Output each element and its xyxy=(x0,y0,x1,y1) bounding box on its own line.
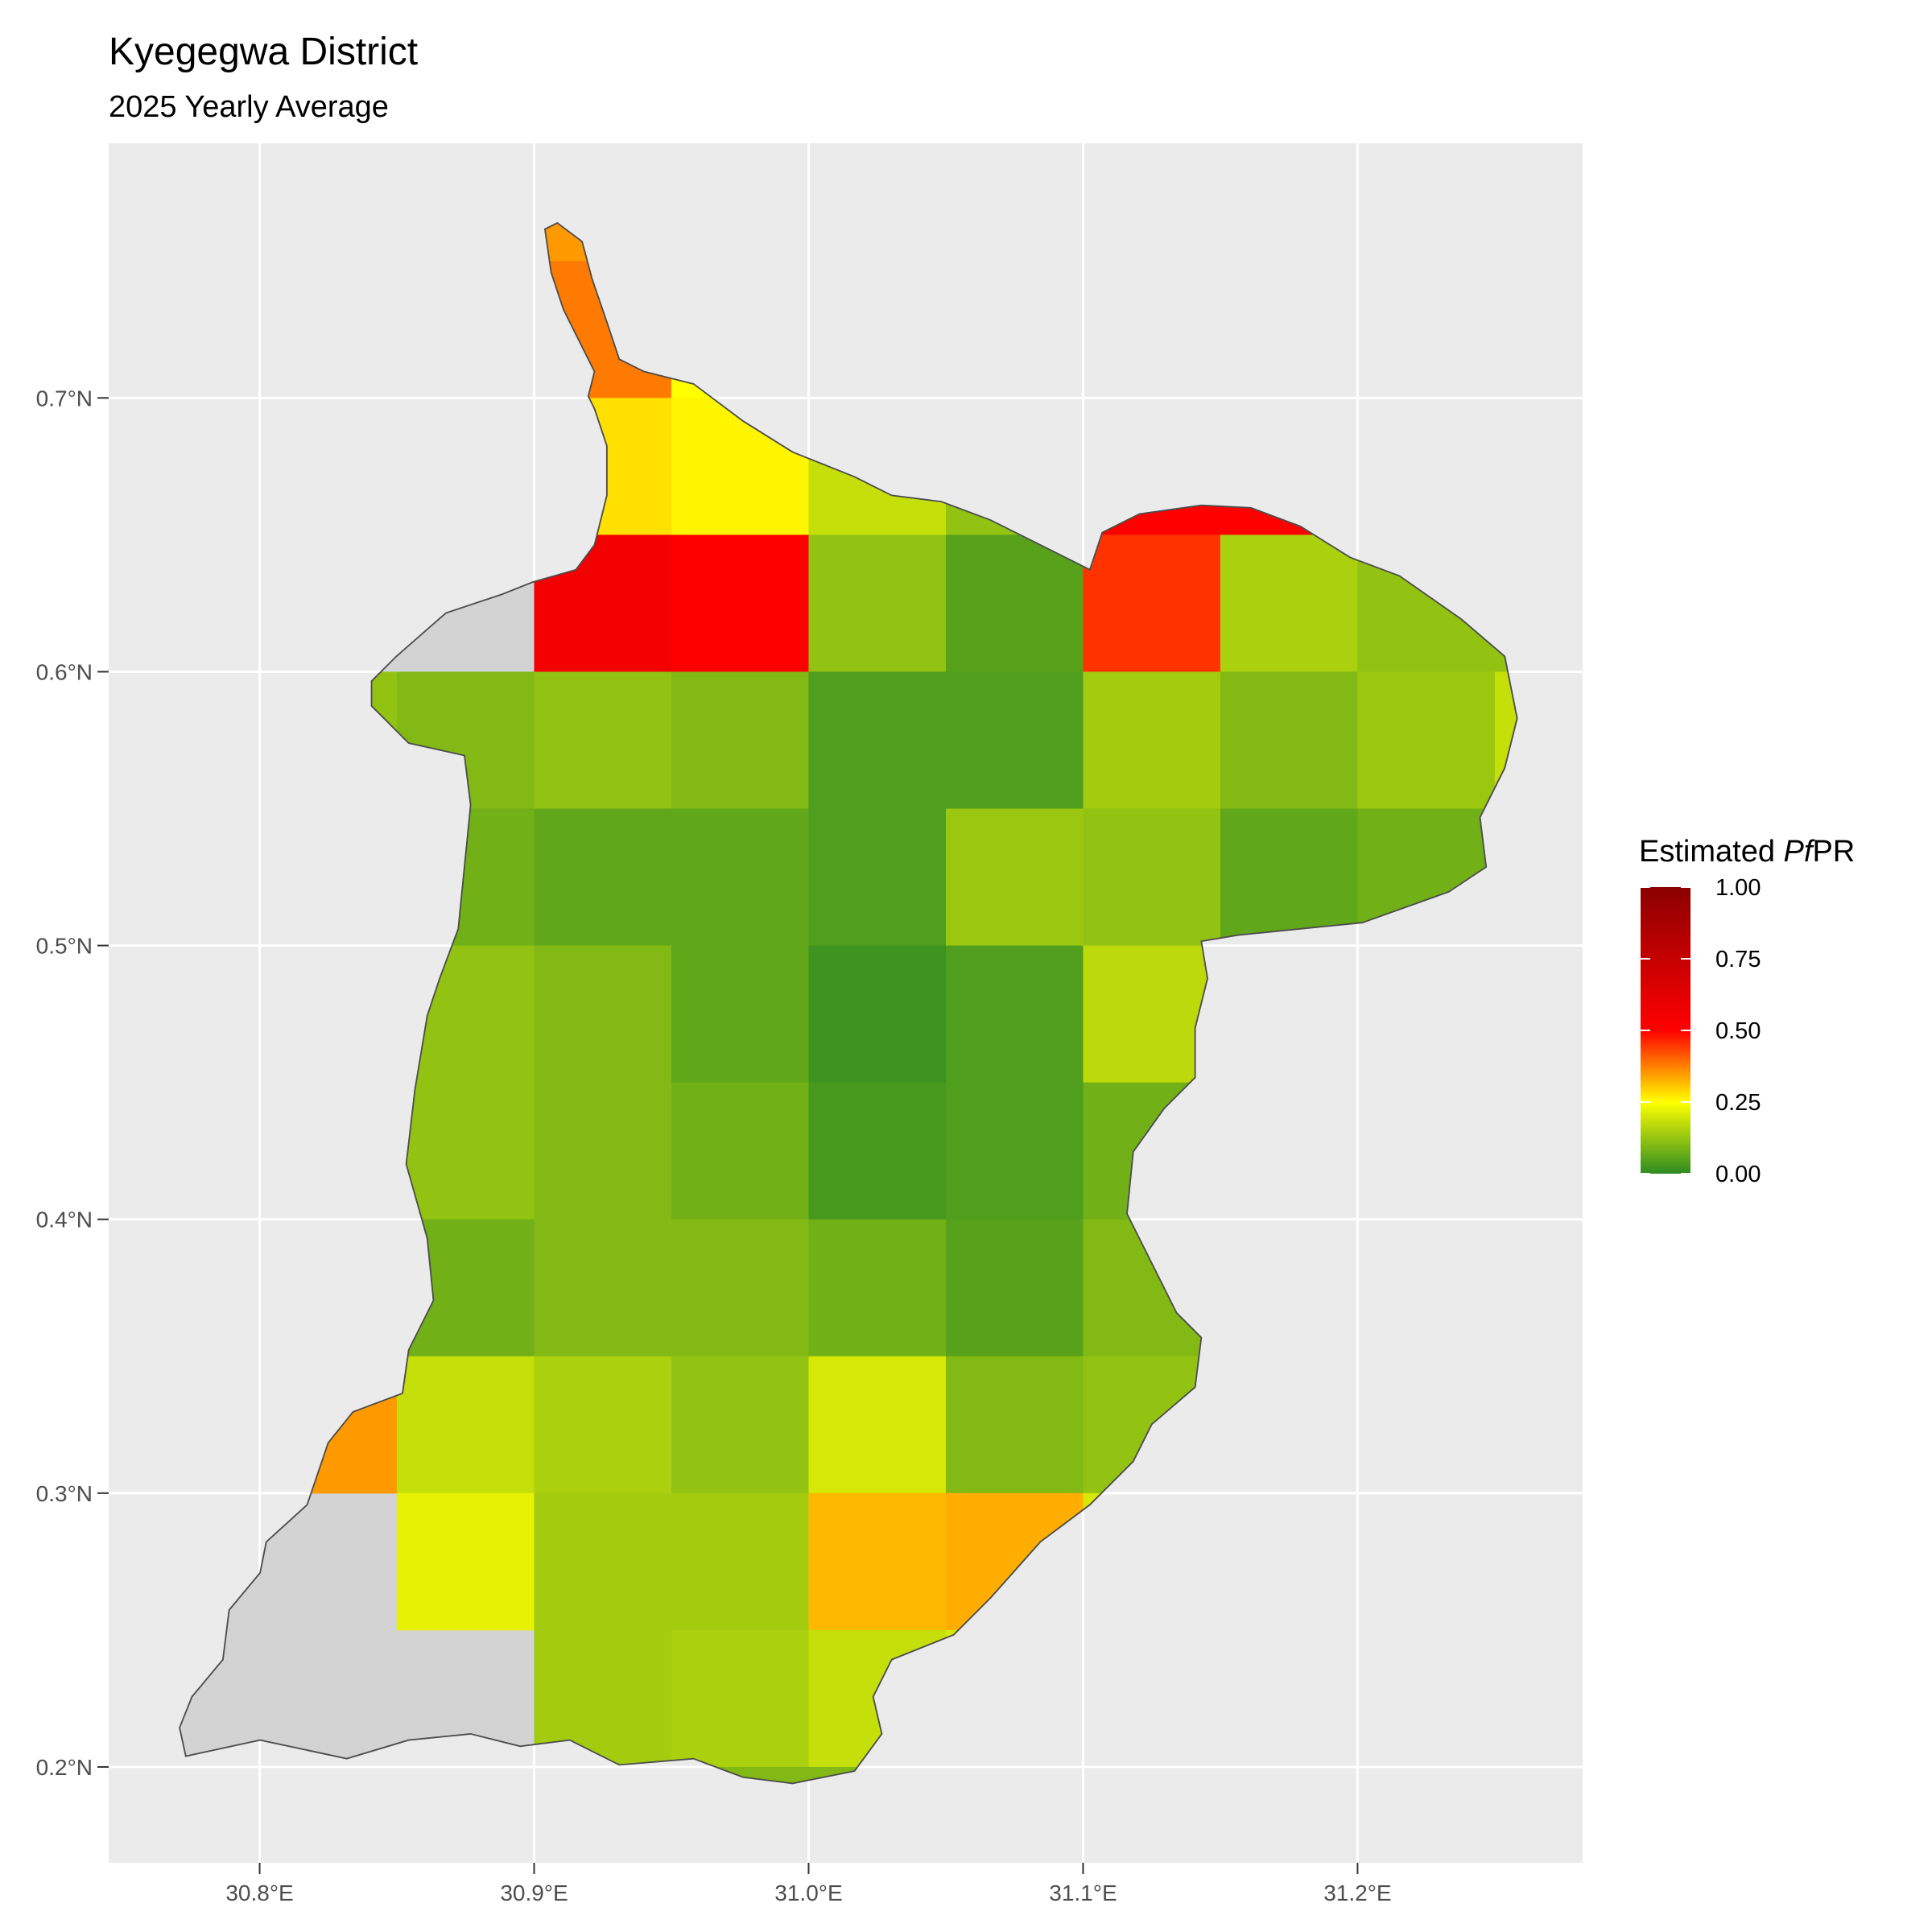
raster-cell xyxy=(1220,535,1358,672)
map-subtitle: 2025 Yearly Average xyxy=(109,90,389,124)
raster-cell xyxy=(397,1492,535,1631)
raster-cell xyxy=(534,808,672,947)
raster-cell xyxy=(1083,535,1221,672)
raster-cell xyxy=(671,671,809,810)
x-tick-label: 31.0°E xyxy=(774,1880,842,1905)
raster-cell xyxy=(945,1219,1084,1357)
raster-cell xyxy=(945,671,1084,810)
raster-cell xyxy=(808,1219,947,1357)
raster-cell xyxy=(671,808,809,947)
raster-cell xyxy=(808,1082,947,1220)
legend-tick-label: 0.25 xyxy=(1715,1090,1761,1116)
y-tick-label: 0.4°N xyxy=(36,1208,93,1232)
legend-title-part: Estimated xyxy=(1639,835,1784,869)
x-tick-label: 30.9°E xyxy=(500,1880,568,1905)
raster-cell xyxy=(1357,671,1496,810)
legend-tick-label: 0.50 xyxy=(1715,1018,1761,1044)
raster-cell xyxy=(945,808,1084,947)
raster-cell xyxy=(945,1356,1084,1494)
raster-cell xyxy=(671,1492,809,1631)
raster-cell xyxy=(671,1082,809,1220)
raster-cell xyxy=(534,1082,672,1220)
y-tick-label: 0.2°N xyxy=(36,1755,93,1780)
legend-title-part: PR xyxy=(1812,835,1855,869)
raster-cell xyxy=(945,1082,1084,1220)
x-tick-label: 30.8°E xyxy=(225,1880,293,1905)
raster-cell xyxy=(671,1629,809,1768)
legend-tick-label: 1.00 xyxy=(1715,875,1761,901)
x-tick-label: 31.2°E xyxy=(1323,1880,1391,1905)
raster-cell xyxy=(808,535,947,672)
raster-cell xyxy=(397,1082,535,1220)
raster-cell xyxy=(671,535,809,672)
legend-layer: 0.00 0.25 0.50 0.75 1.00 xyxy=(1641,875,1761,1187)
raster-cell xyxy=(1220,671,1358,810)
y-tick-label: 0.6°N xyxy=(36,659,93,684)
raster-cell xyxy=(808,1492,947,1631)
legend-tick-label: 0.00 xyxy=(1715,1162,1761,1187)
raster-cell xyxy=(1220,808,1358,947)
y-tick-label: 0.7°N xyxy=(36,386,93,411)
map-title: Kyegegwa District xyxy=(109,31,418,73)
y-tick-label: 0.5°N xyxy=(36,934,93,959)
raster-cell xyxy=(808,1356,947,1494)
raster-cell xyxy=(1083,808,1221,947)
raster-cell xyxy=(534,1219,672,1357)
raster-cell xyxy=(808,671,947,810)
raster-cell xyxy=(397,1356,535,1494)
raster-cell xyxy=(671,1219,809,1357)
raster-cell xyxy=(808,808,947,947)
raster-cell xyxy=(945,535,1084,672)
raster-cell xyxy=(1083,671,1221,810)
y-tick-label: 0.3°N xyxy=(36,1481,93,1506)
axis-layer: 30.8°E 30.9°E 31.0°E 31.1°E 31.2°E 0.2°N 0.3°N… xyxy=(36,386,1392,1905)
raster-cell xyxy=(808,945,947,1084)
raster-cell xyxy=(534,671,672,810)
legend-tick-label: 0.75 xyxy=(1715,947,1761,972)
raster-cell xyxy=(671,945,809,1084)
raster-cell xyxy=(534,1492,672,1631)
raster-cell xyxy=(534,945,672,1084)
x-tick-label: 31.1°E xyxy=(1049,1880,1117,1905)
raster-cell xyxy=(534,1356,672,1494)
raster-cell xyxy=(671,1356,809,1494)
raster-cell xyxy=(945,945,1084,1084)
legend-title: Estimated PfPR xyxy=(1639,835,1855,869)
legend-title-part: Pf xyxy=(1784,835,1815,869)
